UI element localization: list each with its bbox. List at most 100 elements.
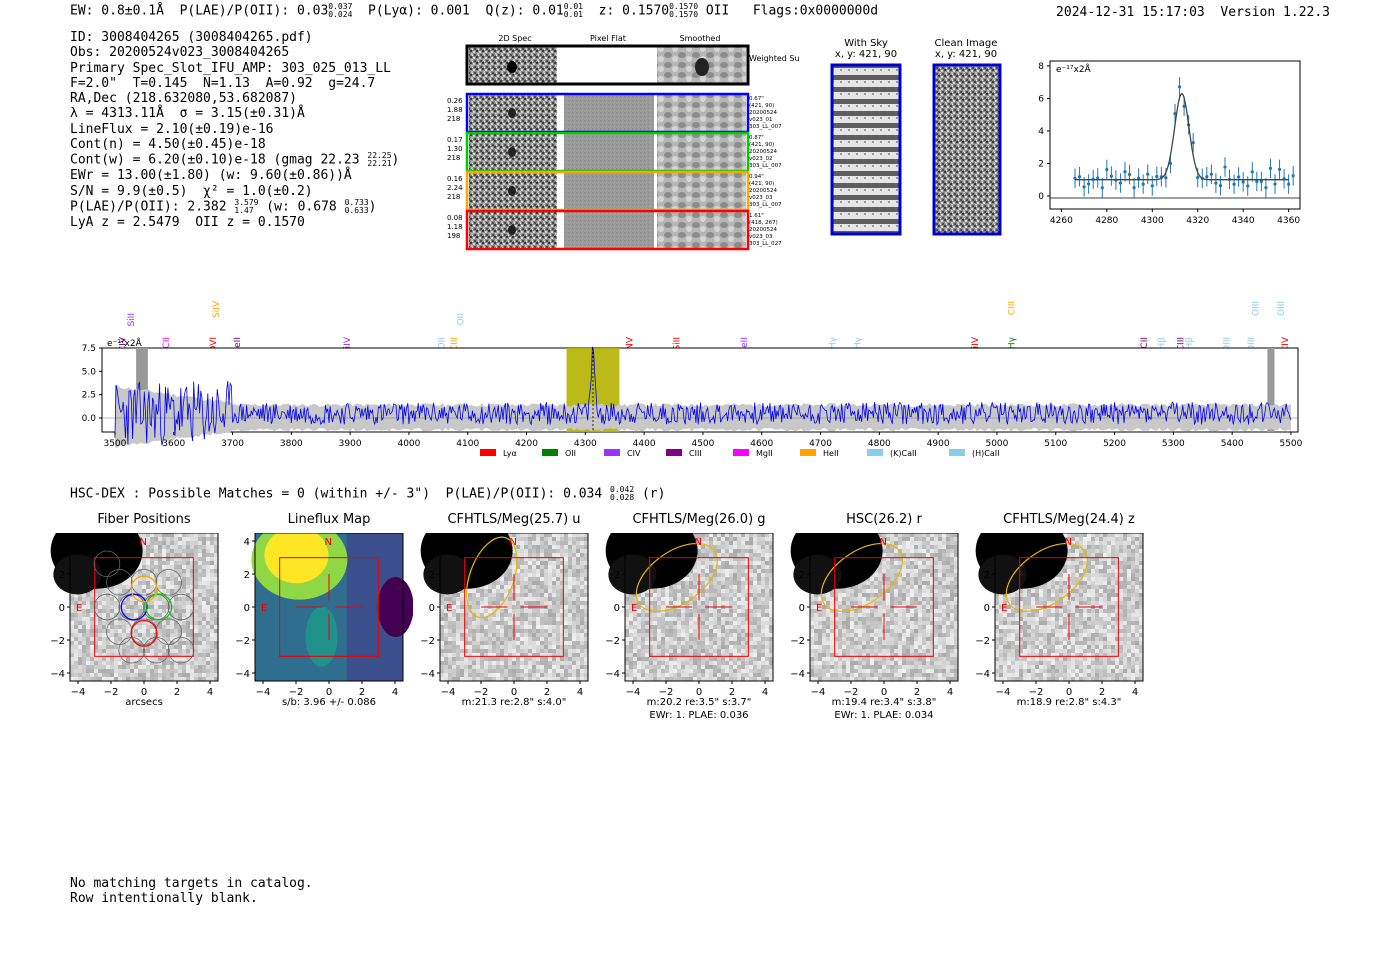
panel-ytick: −4 [420,669,435,680]
zoom-point [1246,184,1250,188]
cutout-right-meta: 20200524 [749,110,777,116]
legend-swatch [800,449,816,456]
zoom-xtick: 4280 [1095,216,1118,226]
zoom-point [1177,85,1182,89]
ew-value: EW: 0.8±0.1Å [70,3,164,19]
panel-ytick: 0 [614,603,620,614]
panel-xtick: 4 [577,687,583,698]
z-value: z: 0.1570 [598,3,670,19]
version: Version 1.22.3 [1220,5,1330,20]
qz-value: Q(z): 0.01 [485,3,564,19]
emission-line-label: SiIV [343,336,353,354]
zoom-ytick: 2 [1038,159,1044,169]
flags-value: Flags:0x0000000d [752,3,879,19]
zoom-point [1214,181,1218,185]
zoom-point [1182,104,1186,108]
panel-ytick: 0 [799,603,805,614]
legend-label: MgII [756,449,773,458]
emission-line-label: SiII [672,337,682,351]
compass-east: E [631,603,637,614]
panel-xtick: −2 [844,687,859,698]
panel-ytick: 4 [429,537,435,548]
datetime: 2024-12-31 15:17:03 [1056,5,1205,20]
panel-title: Fiber Positions [97,512,191,527]
zoom-unit: e⁻¹⁷x2Å [1056,63,1092,75]
image-panel: N E 4 2 0 −2 −4 −4 −2 0 2 4 [235,533,413,698]
legend-label: (K)CaII [890,449,917,458]
info-radec: RA,Dec (218.632080,53.682087) [70,91,297,107]
cutout-right-meta: (418, 267) [749,220,778,226]
zoom-point [1205,175,1209,179]
clean-image-title: Clean Image x, y: 421, 90 [934,38,998,60]
cutout-left-stat: 1.30 [447,145,463,153]
error-band [114,385,1291,448]
zoom-point [1100,186,1104,190]
legend-swatch [480,449,496,456]
zoom-spectrum-plot: e⁻¹⁷x2Å 0 2 4 6 8 4260 4280 4300 4320 4340 4360 [1038,60,1301,226]
spectrum-xtick: 4000 [397,439,420,449]
hsc-dex-summary: HSC-DEX : Possible Matches = 0 (within +… [70,485,666,502]
zoom-point [1255,179,1259,184]
panel-ytick: 2 [984,570,990,581]
zoom-point [1132,186,1136,190]
zoom-point [1146,172,1150,176]
panel-ytick: 4 [799,537,805,548]
panel-ytick: 0 [984,603,990,614]
fiber-highlight [130,619,158,647]
compass-east: E [1001,603,1007,614]
zoom-point [1232,182,1236,186]
fiber-highlight [130,575,158,603]
spectrum-line [114,346,1292,446]
image-panel: N E 4 2 0 −2 −4 −4 −2 0 2 4 [50,533,219,698]
panel-ytick: 4 [614,537,620,548]
emission-line-label: CII [162,337,172,349]
with-sky-image [832,65,900,234]
panel-ytick: −2 [790,636,805,647]
emission-line-label: Hβ [1185,337,1195,350]
info-obs: Obs: 20200524v023_3008404265 [70,45,290,61]
emission-line-label: SiIV [212,300,222,318]
search-box [1019,557,1119,657]
z-line: OII [705,3,730,19]
panel-xtick: 4 [762,687,768,698]
fiber-highlight [145,593,173,621]
cutout-left-stat: 1.88 [447,106,463,114]
emission-line-label: Hγ [828,336,838,349]
cutout-right-meta: 0.87" [749,135,764,141]
legend-swatch [949,449,965,456]
spectrum-xtick: 4800 [868,439,891,449]
cutout-left-stat: 0.16 [447,175,463,183]
zoom-point [1277,167,1282,171]
spectrum-xtick: 5400 [1221,439,1244,449]
fiber-circle [167,636,195,664]
panel-ytick: 2 [429,570,435,581]
cutout-right-meta: 0.67" [749,96,764,102]
emission-line-label: CIII [450,337,460,351]
panel-xtick: 4 [947,687,953,698]
info-contn: Cont(n) = 4.50(±0.45)e-18 [70,137,266,153]
zoom-point [1237,175,1241,179]
zoom-point [1096,176,1100,180]
spectrum-xtick: 4400 [633,439,656,449]
legend-swatch [733,449,749,456]
spectrum-xtick: 5000 [985,439,1008,449]
panel-xtick: 2 [359,687,365,698]
panel-xtick: 2 [544,687,550,698]
zoom-point [1087,182,1091,186]
spectrum-ytick: 2.5 [82,391,96,401]
panel-ytick: −2 [605,636,620,647]
legend-label: HeII [823,449,839,458]
panel-ytick: 0 [59,603,65,614]
info-primary: Primary Spec_Slot_IFU_AMP: 303_025_013_L… [70,60,391,76]
panel-caption: m:18.9 re:2.8" s:4.3" [1016,697,1122,708]
cutout-left-stat: 218 [447,115,460,123]
cutout-right-meta: v023_03 [749,195,773,201]
panel-xtick: −4 [71,687,86,698]
compass-north: N [1065,537,1072,548]
panel-xtick: −4 [996,687,1011,698]
info-sn: S/N = 9.9(±0.5) χ² = 1.0(±0.2) [70,183,313,199]
sky-images [830,63,1002,236]
zoom-fit-curve [1075,92,1289,181]
footer-line-2: Row intentionally blank. [70,891,258,906]
